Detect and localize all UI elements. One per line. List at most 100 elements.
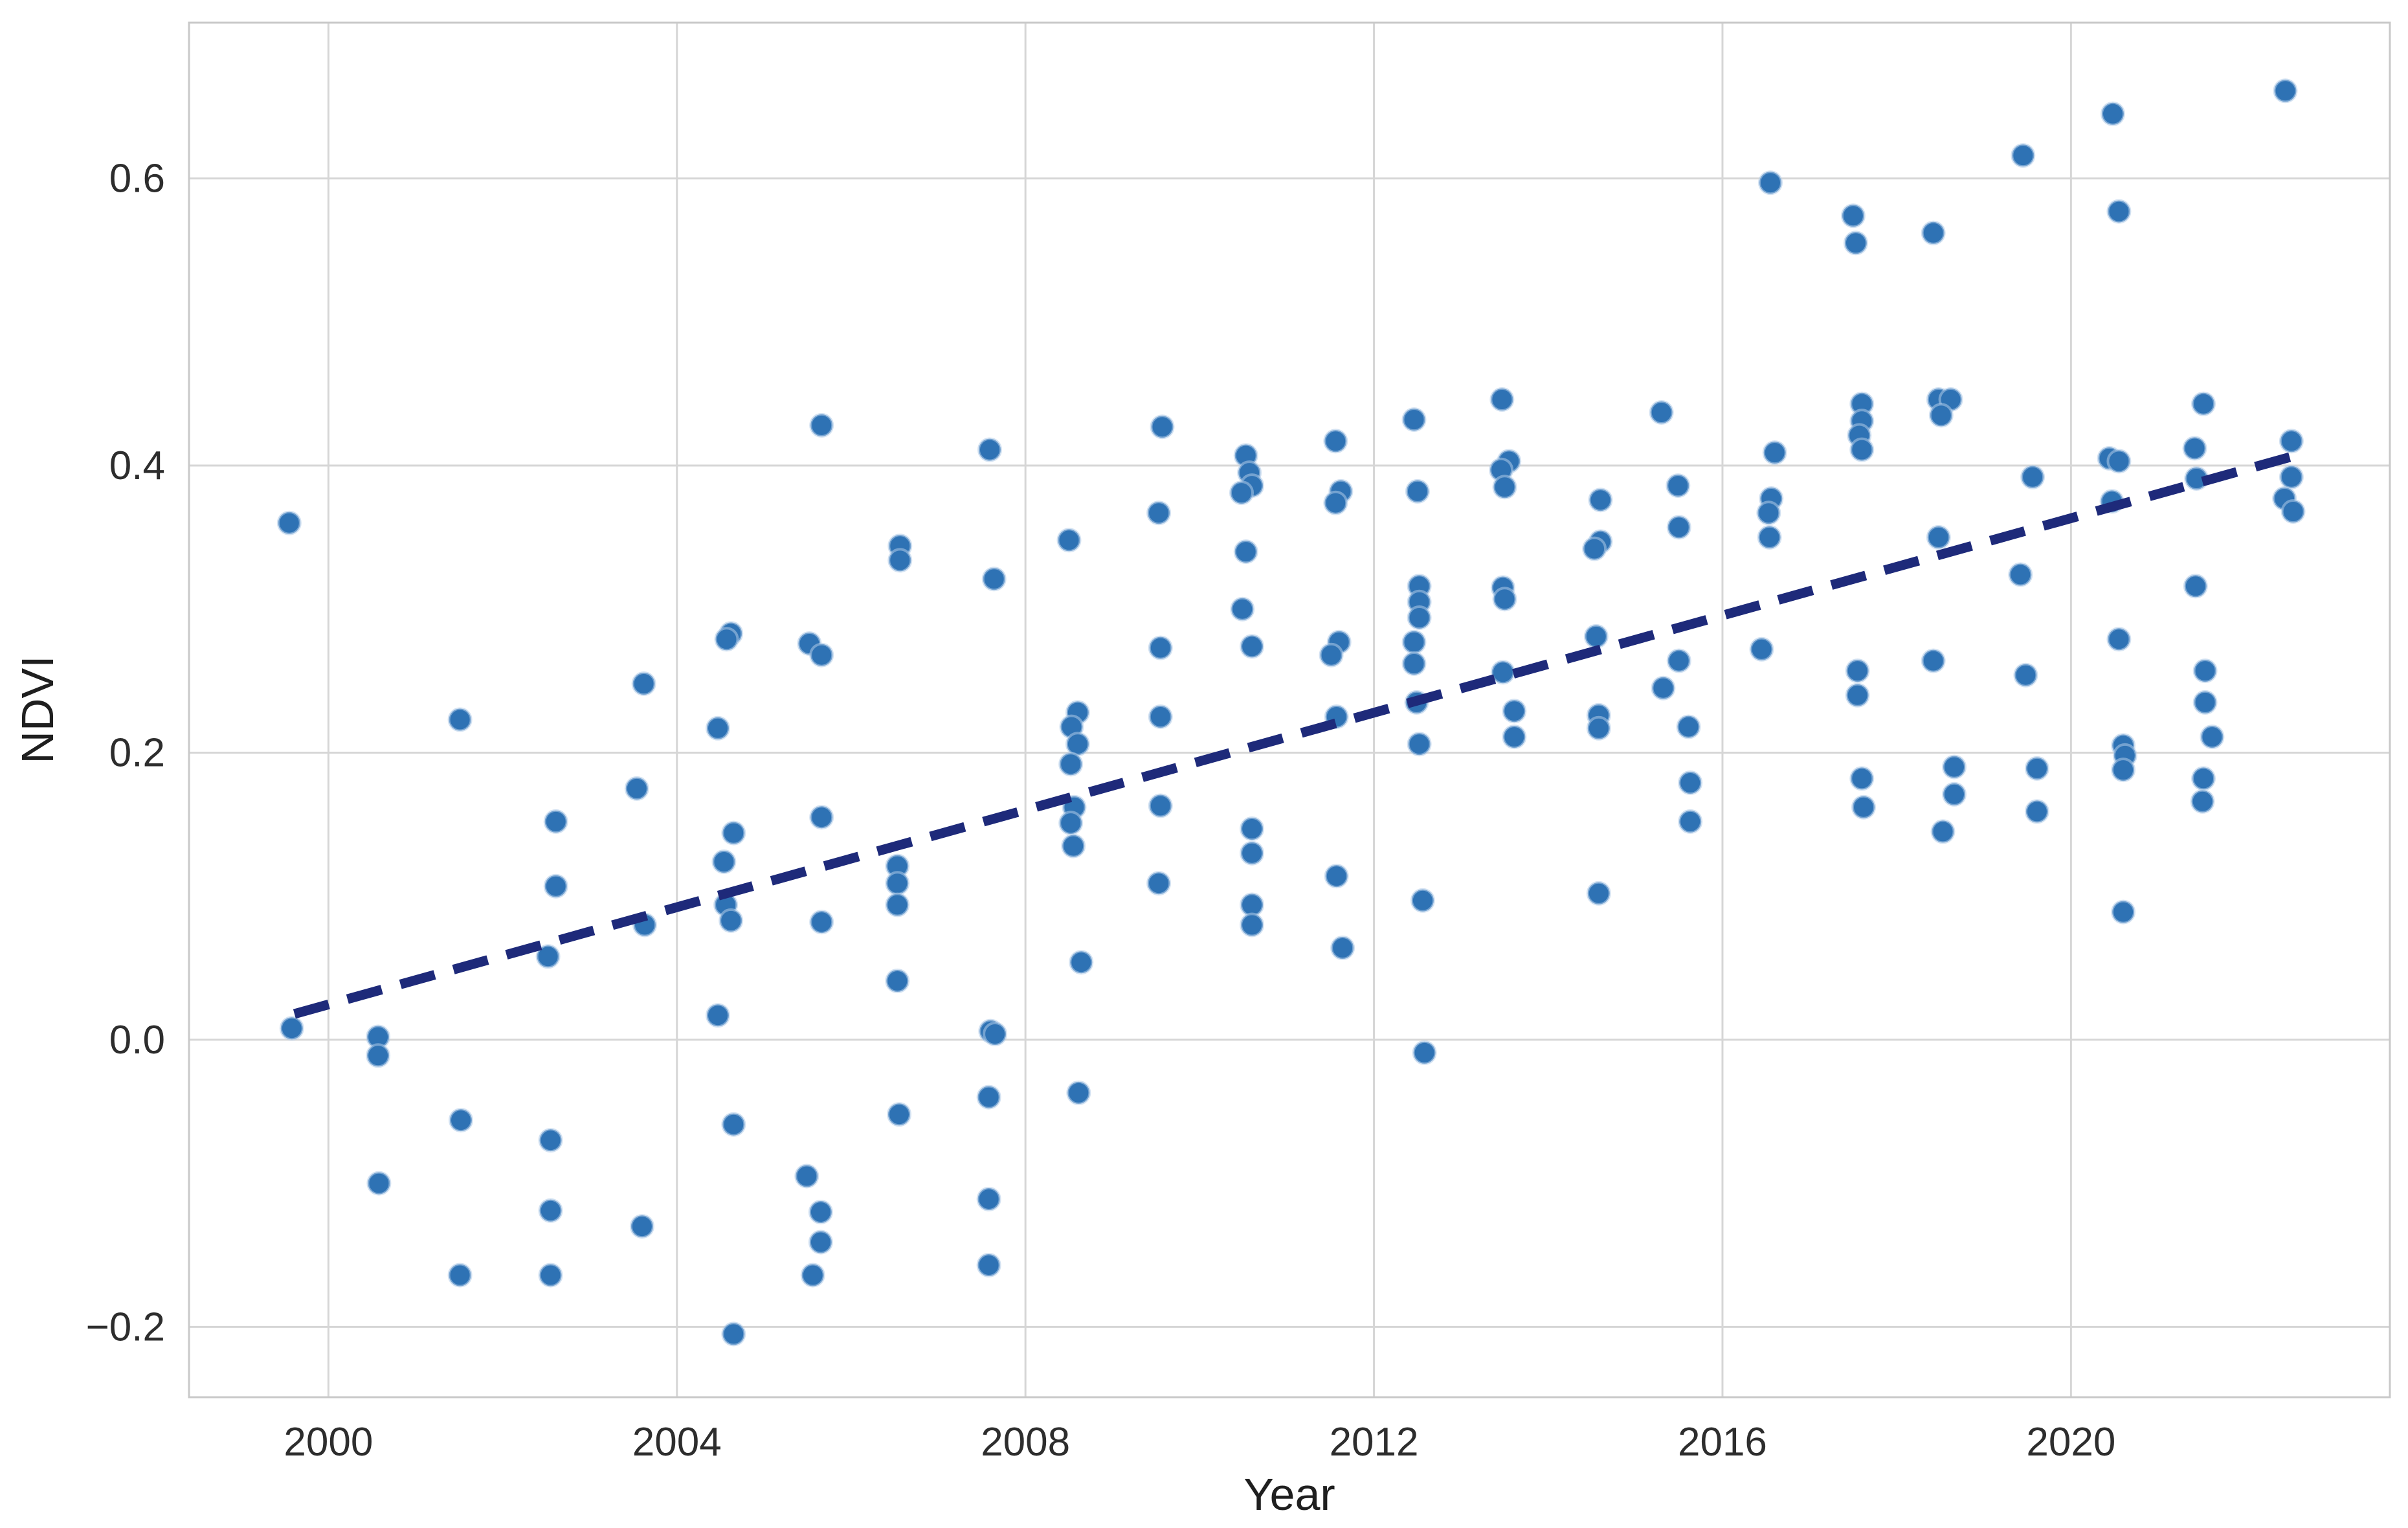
data-point [543, 873, 568, 899]
data-point [2024, 799, 2049, 824]
data-point [2280, 499, 2306, 524]
data-point [538, 1263, 563, 1288]
y-tick-label: 0.0 [109, 1018, 165, 1062]
data-point [1240, 912, 1265, 938]
data-point [2183, 574, 2208, 599]
data-point [1582, 536, 1607, 561]
data-point [447, 1263, 473, 1288]
data-point [1066, 1080, 1091, 1105]
data-point [976, 1084, 1001, 1110]
plot-border [188, 21, 2391, 1399]
data-point [1749, 636, 1774, 662]
gridlines [189, 23, 2390, 1397]
data-point [1058, 811, 1084, 836]
data-point [1319, 642, 1344, 668]
data-point [706, 1003, 730, 1028]
data-point [2190, 789, 2215, 814]
trend-line [293, 451, 2297, 1019]
data-point [1146, 500, 1172, 526]
data-point [721, 820, 746, 846]
data-point [1148, 635, 1173, 660]
data-point [1849, 766, 1875, 791]
data-point [2101, 101, 2125, 126]
data-point [1056, 528, 1082, 553]
data-point [2273, 78, 2298, 104]
data-point [1840, 203, 1866, 229]
data-point [1586, 881, 1611, 906]
data-point [1148, 704, 1173, 729]
x-tick-label: 2000 [284, 1420, 373, 1465]
data-point [1240, 840, 1265, 866]
data-point [2191, 391, 2216, 416]
data-point [885, 969, 910, 993]
data-point [631, 671, 656, 696]
data-point [2200, 725, 2225, 750]
data-point [2279, 464, 2304, 489]
data-point [2192, 690, 2218, 715]
data-point [976, 1187, 1001, 1211]
data-point [2020, 464, 2046, 489]
data-point [2106, 449, 2132, 474]
y-tick-label: −0.2 [86, 1305, 165, 1349]
data-point [1230, 596, 1255, 622]
data-point [1401, 629, 1427, 655]
data-point [2106, 199, 2132, 224]
data-point [279, 1016, 304, 1041]
data-point [981, 567, 1007, 592]
data-point [1058, 752, 1084, 777]
data-point [976, 1253, 1001, 1277]
data-point [1323, 490, 1348, 515]
data-point [809, 412, 834, 438]
data-point [1942, 754, 1967, 780]
trend-line-segment [293, 451, 2297, 1019]
data-point [1148, 793, 1173, 818]
x-axis-title: Year [1243, 1469, 1335, 1520]
y-tick-labels: 0.6 0.4 0.2 0.0 −0.2 [86, 157, 165, 1350]
data-point [1676, 714, 1701, 739]
data-point [1588, 488, 1613, 513]
data-point [1762, 440, 1787, 466]
data-point [538, 1128, 563, 1153]
data-point [1330, 936, 1355, 960]
data-point [1229, 480, 1254, 506]
data-point [1502, 725, 1527, 750]
data-point [2106, 627, 2132, 652]
data-point [366, 1171, 392, 1196]
data-point [1240, 634, 1265, 659]
data-point [2024, 756, 2049, 781]
data-point [1150, 414, 1175, 440]
x-tick-label: 2012 [1330, 1420, 1419, 1465]
data-point [1146, 871, 1172, 896]
data-point [1489, 387, 1515, 412]
data-point [1061, 833, 1086, 859]
data-point [1678, 809, 1703, 834]
data-point [538, 1198, 563, 1223]
data-point [1407, 732, 1432, 757]
data-point [719, 908, 744, 933]
data-point [1845, 682, 1870, 708]
data-point [809, 642, 834, 668]
y-axis-title: NDVI [12, 655, 63, 763]
scatter-points [276, 78, 2306, 1347]
data-point [711, 849, 737, 874]
data-point [1405, 478, 1430, 504]
x-tick-label: 2008 [981, 1420, 1070, 1465]
data-point [2111, 899, 2136, 925]
data-point [1849, 437, 1875, 462]
data-point [1065, 732, 1090, 757]
data-point [1586, 715, 1611, 741]
y-tick-label: 0.4 [109, 444, 165, 488]
data-point [1240, 892, 1265, 917]
data-point [543, 809, 568, 834]
data-point [721, 1112, 746, 1137]
y-tick-label: 0.2 [109, 730, 165, 775]
data-point [983, 1022, 1008, 1046]
data-point [1758, 170, 1783, 196]
data-point [1407, 605, 1432, 630]
data-point [1412, 1040, 1437, 1065]
data-point [1323, 429, 1348, 454]
data-point [808, 1230, 833, 1255]
data-point [629, 1214, 654, 1239]
data-point [1324, 864, 1349, 889]
